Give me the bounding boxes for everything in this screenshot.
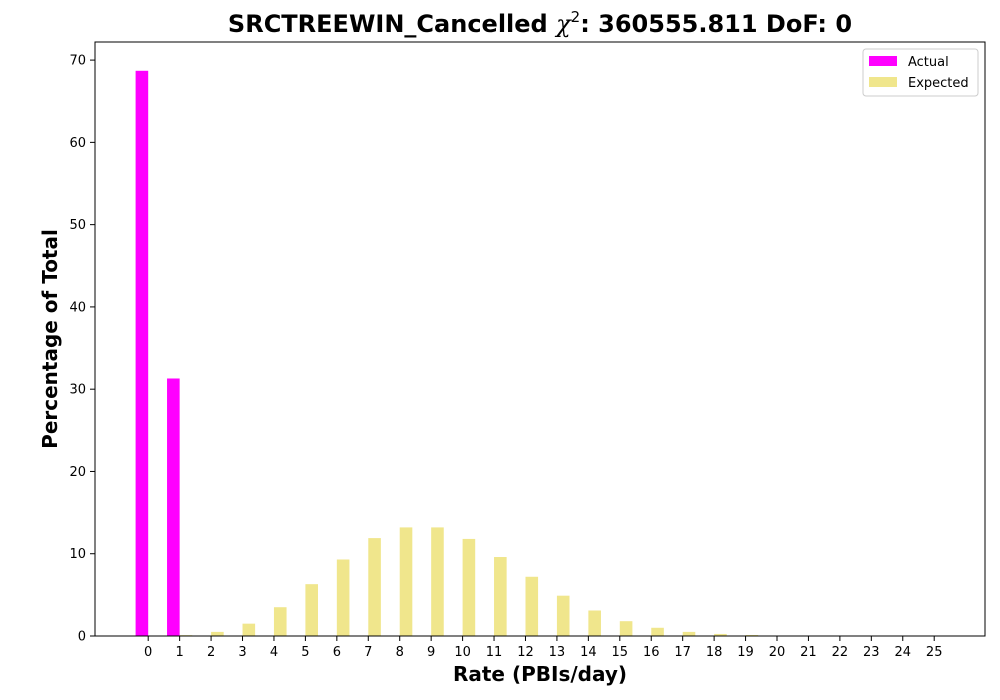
y-tick-label-30: 30 <box>69 383 86 398</box>
x-tick-label-11: 11 <box>486 645 503 660</box>
bar-expected-7 <box>368 538 381 636</box>
x-tick-label-5: 5 <box>301 645 309 660</box>
y-axis-label: Percentage of Total <box>38 229 62 449</box>
x-tick-label-22: 22 <box>832 645 849 660</box>
x-tick-label-14: 14 <box>580 645 597 660</box>
x-tick-label-17: 17 <box>674 645 691 660</box>
y-tick-label-70: 70 <box>69 54 86 69</box>
axes-frame <box>94 41 986 637</box>
x-tick-label-20: 20 <box>769 645 786 660</box>
x-tick-label-24: 24 <box>894 645 911 660</box>
x-axis-label: Rate (PBIs/day) <box>453 662 627 686</box>
x-tick-label-23: 23 <box>863 645 880 660</box>
bar-expected-4 <box>273 607 287 636</box>
bar-expected-12 <box>525 576 539 636</box>
x-tick-label-3: 3 <box>238 645 246 660</box>
legend-swatch-expected <box>869 77 897 87</box>
y-tick-label-40: 40 <box>69 300 86 315</box>
bar-expected-16 <box>651 627 664 636</box>
bar-expected-5 <box>305 584 318 636</box>
chart-title-chi: χ <box>554 10 572 38</box>
chart-title-sup: 2 <box>571 8 581 26</box>
bar-expected-2 <box>211 631 224 636</box>
x-tick-label-7: 7 <box>364 645 372 660</box>
x-tick-label-10: 10 <box>454 645 471 660</box>
x-tick-label-2: 2 <box>207 645 215 660</box>
legend-label-expected: Expected <box>908 76 969 91</box>
bar-actual-1 <box>167 378 180 636</box>
x-tick-label-0: 0 <box>144 645 152 660</box>
chart-title-prefix: SRCTREEWIN_Cancelled <box>228 10 556 38</box>
y-tick-label-60: 60 <box>69 136 86 151</box>
bar-actual-0 <box>135 70 149 636</box>
chart-title-suffix: : 360555.811 DoF: 0 <box>580 10 852 38</box>
bar-expected-6 <box>336 559 350 636</box>
bar-expected-8 <box>399 527 413 636</box>
y-tick-label-50: 50 <box>69 218 86 233</box>
x-tick-label-21: 21 <box>800 645 817 660</box>
x-tick-label-4: 4 <box>270 645 278 660</box>
x-tick-label-13: 13 <box>549 645 566 660</box>
x-tick-label-18: 18 <box>706 645 723 660</box>
legend-swatch-actual <box>869 56 897 66</box>
x-tick-label-19: 19 <box>737 645 754 660</box>
chart-title: SRCTREEWIN_Cancelled χ2: 360555.811 DoF:… <box>228 8 852 38</box>
bar-expected-3 <box>242 623 256 636</box>
bar-expected-13 <box>556 595 570 636</box>
bar-expected-14 <box>588 610 601 636</box>
y-tick-label-0: 0 <box>78 630 86 645</box>
bar-expected-11 <box>494 557 507 636</box>
x-tick-label-15: 15 <box>612 645 629 660</box>
legend: Actual Expected <box>862 48 979 97</box>
x-tick-label-12: 12 <box>517 645 534 660</box>
x-tick-label-16: 16 <box>643 645 660 660</box>
bar-expected-17 <box>682 631 696 636</box>
x-tick-label-6: 6 <box>333 645 341 660</box>
y-tick-label-20: 20 <box>69 465 86 480</box>
x-tick-label-1: 1 <box>175 645 183 660</box>
x-tick-label-9: 9 <box>427 645 435 660</box>
bar-expected-10 <box>462 538 476 636</box>
bar-expected-18 <box>714 633 727 636</box>
bar-expected-15 <box>619 621 633 636</box>
x-tick-label-25: 25 <box>926 645 943 660</box>
y-tick-label-10: 10 <box>69 547 86 562</box>
x-tick-label-8: 8 <box>396 645 404 660</box>
legend-label-actual: Actual <box>908 55 949 70</box>
bar-expected-9 <box>431 527 444 636</box>
